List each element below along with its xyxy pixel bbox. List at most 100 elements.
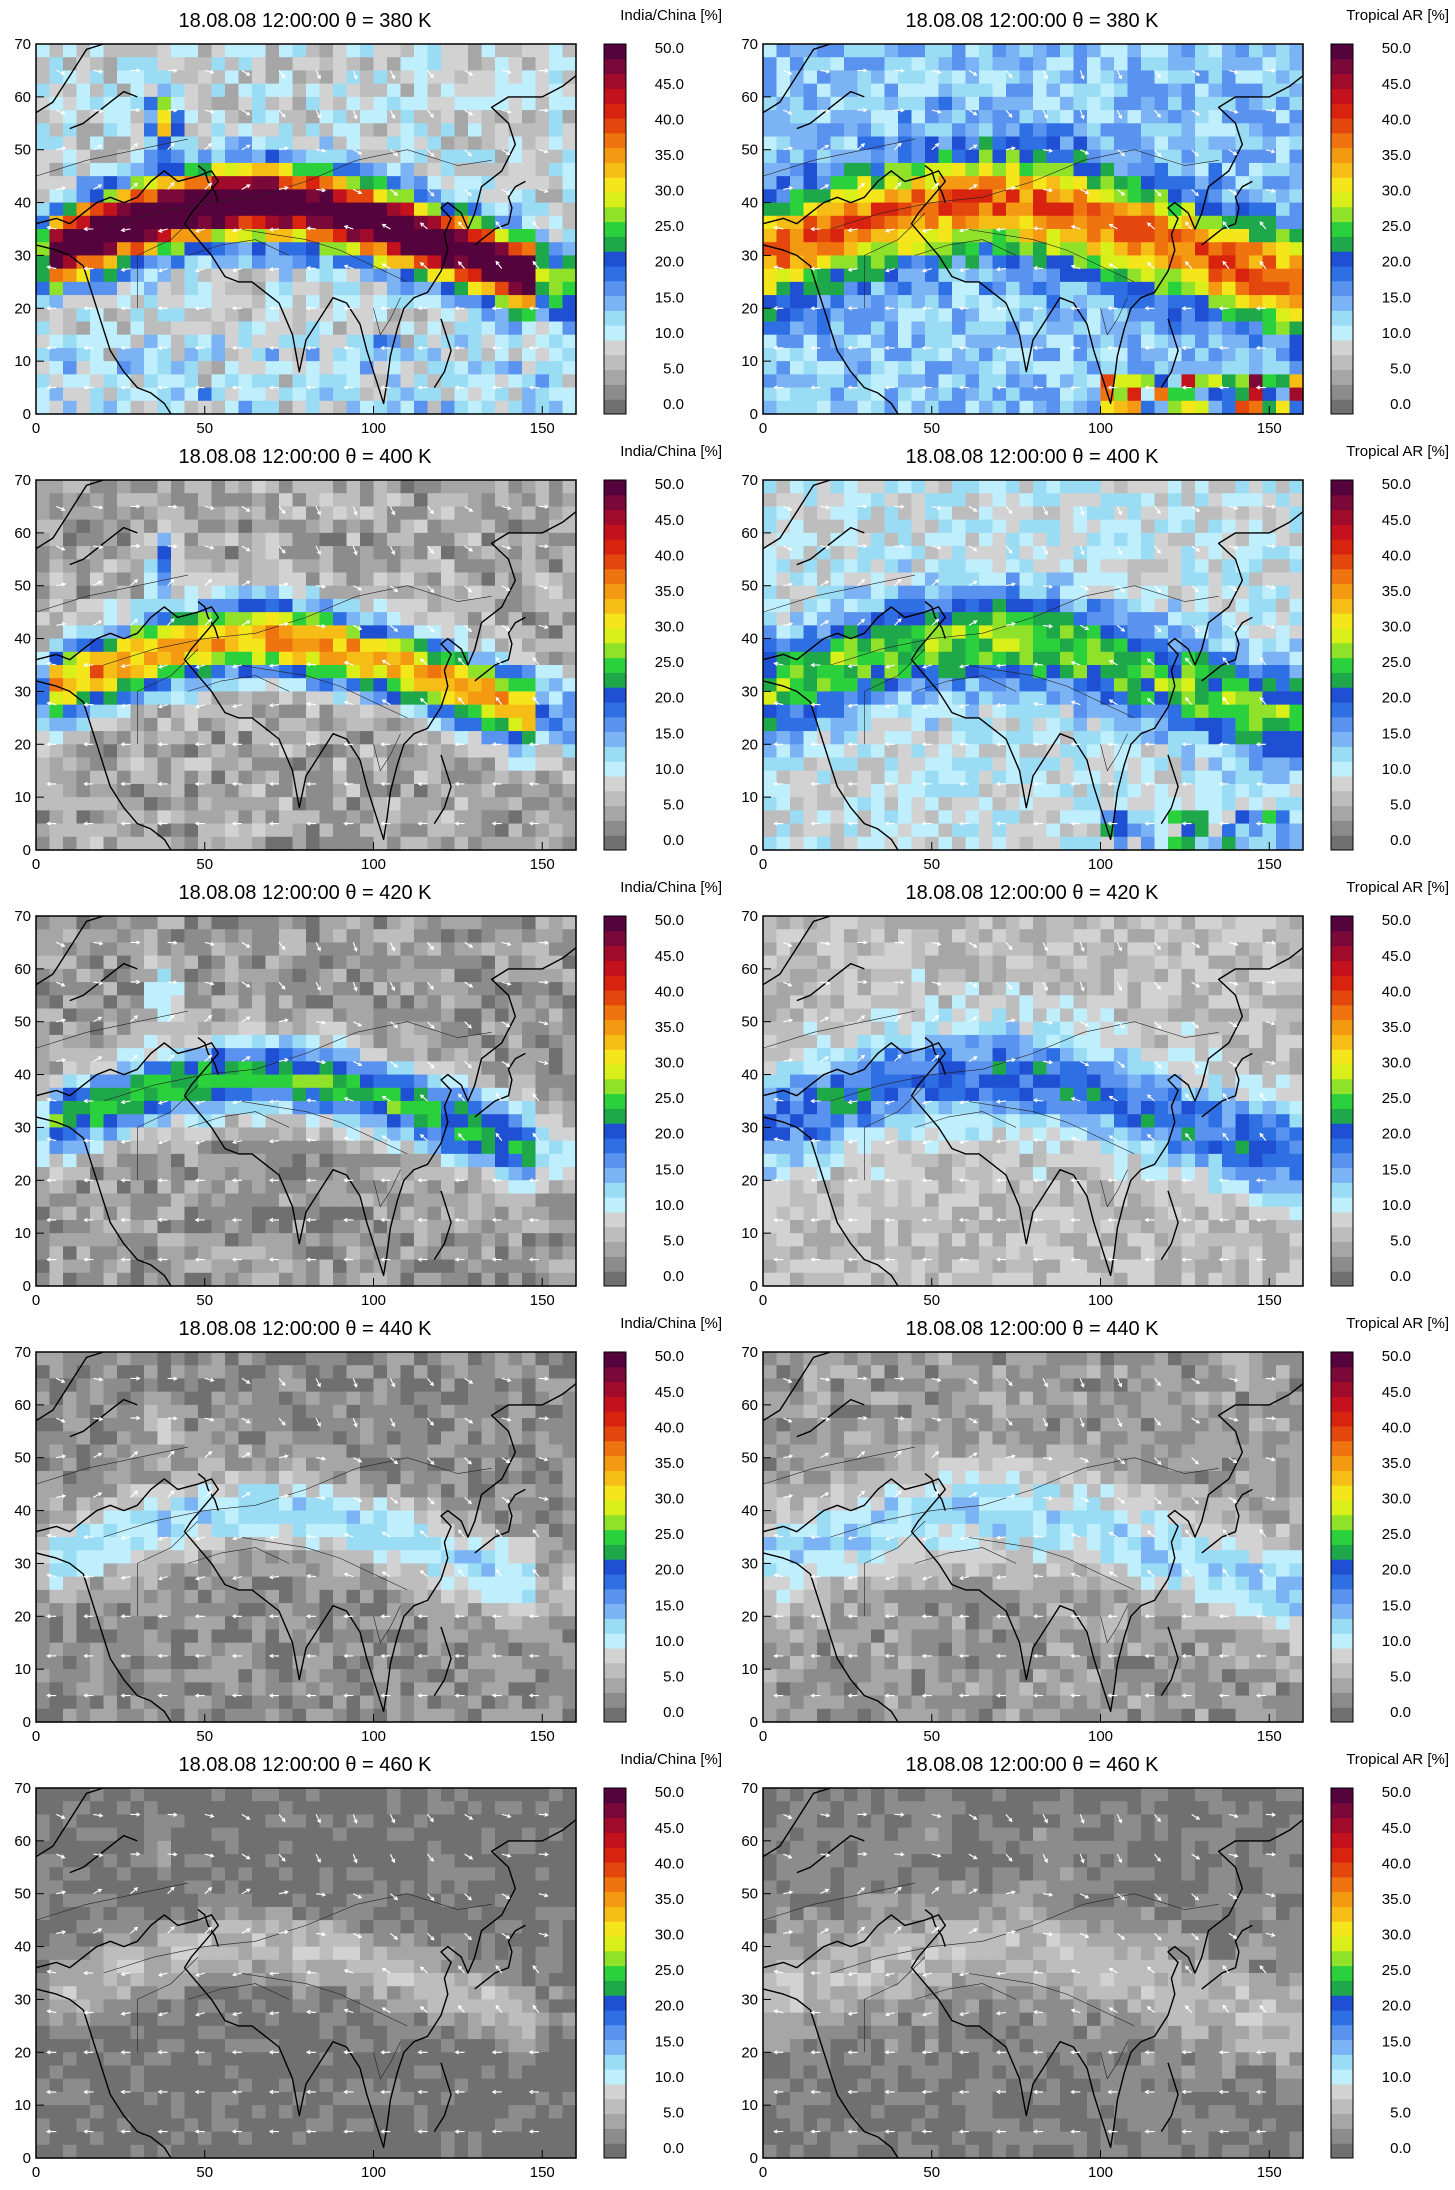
field-cell [1006, 757, 1021, 772]
field-cell [1033, 651, 1048, 666]
field-cell [979, 387, 994, 402]
field-cell [1289, 731, 1304, 745]
field-cell [1127, 96, 1142, 111]
field-cell [441, 559, 456, 574]
field-cell [1087, 717, 1102, 732]
wind-arrow [528, 821, 539, 826]
field-cell [1114, 638, 1129, 653]
field-cell [830, 374, 845, 389]
field-cell [549, 295, 564, 309]
field-cell [1208, 651, 1223, 666]
field-cell [211, 374, 226, 389]
field-cell [481, 625, 496, 640]
field-cell [1276, 783, 1291, 798]
field-cell [884, 268, 899, 283]
field-cell [1181, 519, 1196, 534]
field-cell [952, 57, 967, 72]
field-cell [1235, 678, 1250, 693]
field-cell [400, 189, 415, 204]
field-cell [1060, 387, 1075, 402]
field-cell [130, 361, 145, 375]
field-cell [1208, 678, 1223, 693]
field-cell [549, 162, 564, 177]
field-cell [1114, 400, 1129, 415]
field-cell [279, 202, 294, 217]
field-cell [776, 308, 791, 323]
field-cell [292, 281, 307, 296]
wind-arrow [93, 620, 103, 626]
field-cell [522, 347, 537, 362]
wind-arrow [491, 385, 502, 390]
field-cell [1073, 189, 1088, 204]
field-cell [817, 123, 832, 138]
field-cell [481, 546, 496, 560]
field-cell [198, 281, 213, 296]
field-cell [871, 559, 886, 574]
field-cell [1235, 387, 1250, 402]
field-cell [1289, 783, 1304, 798]
field-cell [1249, 731, 1264, 745]
wind-arrow [241, 505, 251, 512]
field-cell [373, 202, 388, 217]
map-panel-svg: 0 50 100 1500102030405060700.05.010.015.020… [741, 36, 1411, 436]
y-tick-label: 30 [14, 247, 31, 264]
field-cell [198, 823, 213, 838]
field-cell [803, 281, 818, 296]
field-cell [184, 493, 199, 508]
wind-arrow [268, 703, 280, 708]
field-cell [171, 57, 186, 72]
field-cell [211, 295, 226, 309]
field-cell [265, 361, 280, 375]
field-cell [1154, 295, 1169, 309]
field-cell [790, 810, 805, 825]
field-cell [454, 70, 469, 85]
field-cell [117, 757, 132, 772]
field-cell [36, 770, 51, 785]
field-cell [803, 691, 818, 706]
field-cell [292, 70, 307, 85]
field-cell [776, 255, 791, 270]
colorbar-tick-label: 0.0 [663, 832, 684, 849]
field-cell [1006, 149, 1021, 164]
field-cell [925, 374, 940, 389]
field-cell [508, 162, 523, 177]
field-cell [1235, 704, 1250, 719]
field-cell [763, 295, 778, 309]
wind-arrow [1079, 109, 1085, 120]
field-cell [144, 612, 159, 626]
field-cell [1181, 149, 1196, 164]
field-cell [184, 229, 199, 243]
field-cell [790, 546, 805, 560]
field-cell [225, 757, 240, 772]
field-cell [157, 480, 172, 494]
field-cell [1249, 783, 1264, 798]
field-cell [1060, 176, 1075, 190]
field-cell [1100, 585, 1115, 600]
field-cell [925, 308, 940, 323]
field-cell [319, 625, 334, 640]
field-cell [535, 123, 550, 138]
field-cell [414, 823, 429, 838]
field-cell [992, 189, 1007, 204]
field-cell [562, 506, 577, 521]
field-cell [979, 651, 994, 666]
field-cell [49, 612, 64, 626]
field-cell [979, 57, 994, 72]
field-cell [1262, 704, 1277, 719]
field-cell [1181, 493, 1196, 508]
field-cell [292, 612, 307, 626]
field-cell [508, 44, 523, 58]
field-cell [319, 506, 334, 521]
field-cell [1168, 744, 1183, 759]
field-cell [427, 823, 442, 838]
field-cell [1208, 44, 1223, 58]
field-cell [211, 836, 226, 851]
field-cell [776, 678, 791, 693]
field-cell [427, 83, 442, 98]
field-cell [938, 559, 953, 574]
colorbar-segment [604, 509, 626, 525]
field-cell [562, 255, 577, 270]
field-cell [306, 493, 321, 508]
field-cell [952, 242, 967, 257]
field-cell [1168, 585, 1183, 600]
